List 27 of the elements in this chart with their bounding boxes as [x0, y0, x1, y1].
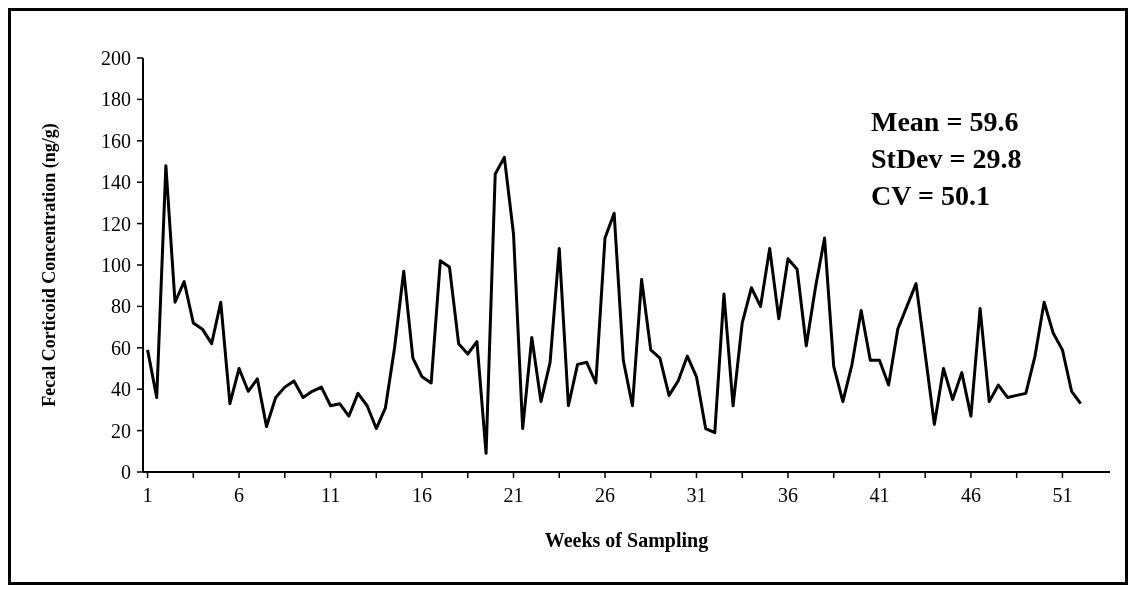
y-tick-label: 0	[121, 461, 131, 483]
x-tick-label: 21	[503, 484, 524, 506]
y-tick-label: 120	[101, 212, 131, 235]
y-tick-label: 200	[101, 47, 131, 69]
x-tick-label: 11	[320, 484, 341, 506]
y-tick-label: 80	[111, 295, 131, 318]
x-tick-label: 1	[142, 484, 153, 506]
x-tick-label: 6	[234, 484, 245, 506]
y-tick-label: 160	[101, 129, 131, 152]
x-tick-label: 41	[869, 484, 890, 506]
x-tick-label: 46	[960, 484, 981, 506]
annotation: StDev = 29.8	[871, 143, 1022, 174]
annotation: Mean = 59.6	[871, 106, 1019, 137]
x-tick-label: 51	[1052, 484, 1073, 506]
y-tick-label: 40	[111, 378, 131, 401]
y-tick-label: 60	[111, 336, 131, 359]
y-tick-label: 180	[101, 88, 131, 111]
y-tick-label: 20	[111, 419, 131, 442]
annotation: CV = 50.1	[871, 180, 990, 211]
x-tick-label: 26	[595, 484, 615, 506]
x-axis-title: Weeks of Sampling	[544, 529, 709, 552]
x-tick-label: 31	[686, 484, 707, 506]
x-tick-label: 16	[412, 484, 433, 506]
y-tick-label: 100	[101, 254, 131, 276]
y-axis-title: Fecal Corticoid Concentration (ng/g)	[39, 123, 60, 407]
y-tick-label: 140	[101, 171, 131, 194]
x-tick-label: 36	[777, 484, 798, 506]
